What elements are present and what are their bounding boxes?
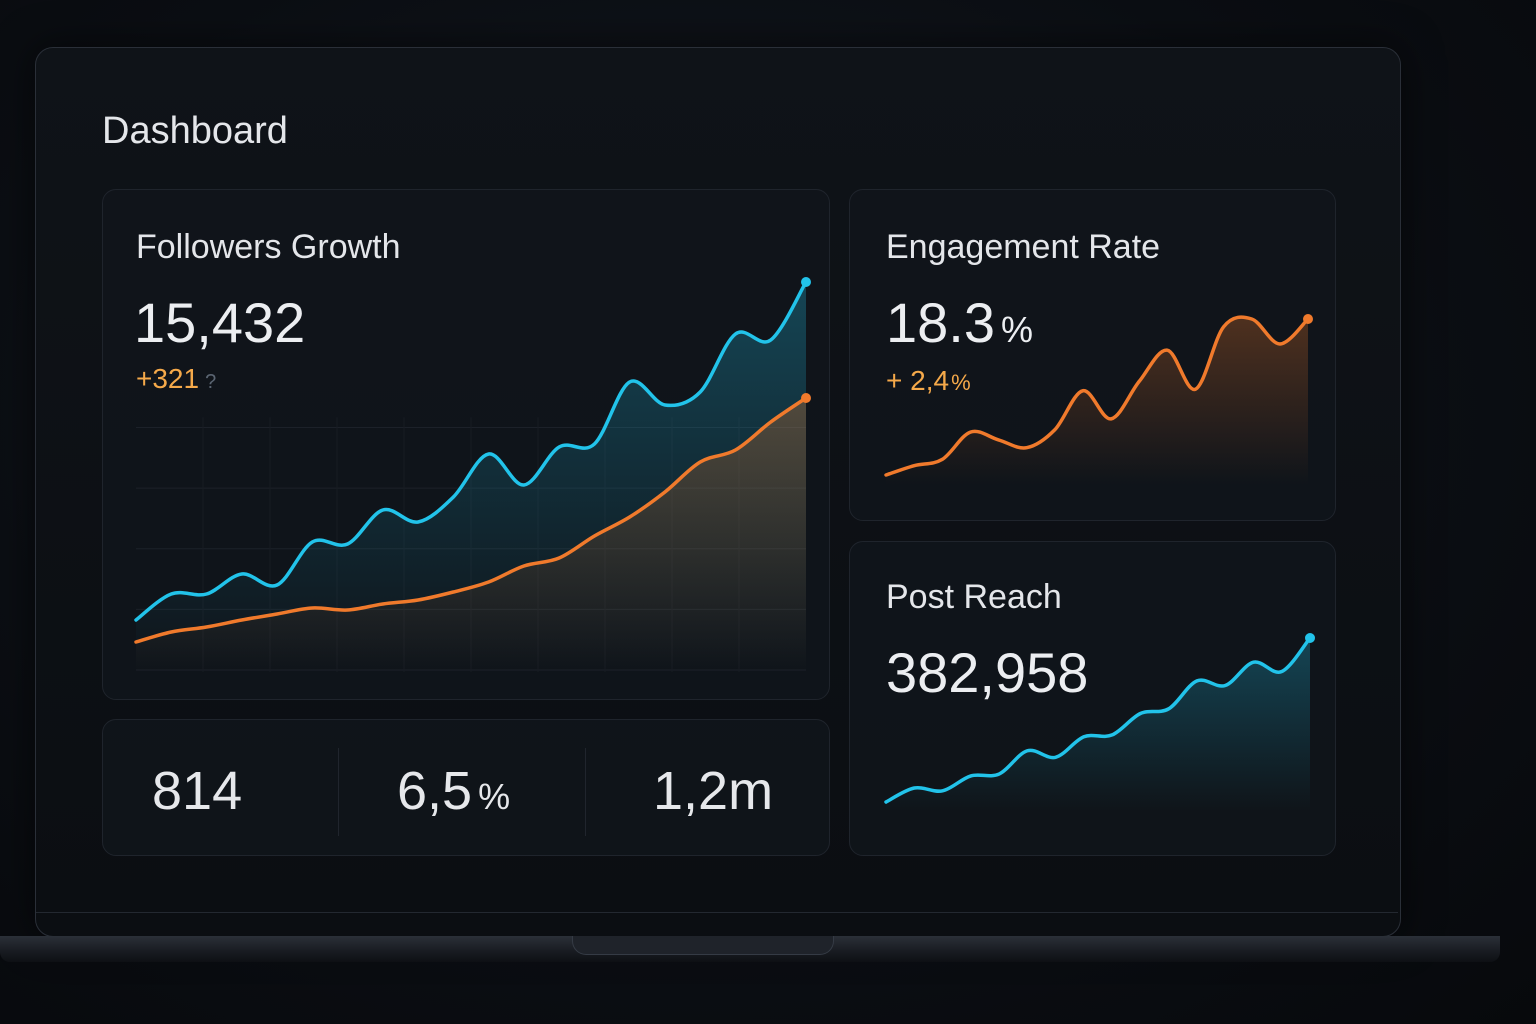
series-area — [136, 398, 806, 672]
series-line — [134, 396, 808, 644]
stat-2-value: 6,5 — [397, 761, 473, 821]
followers-value: 15,432 — [134, 291, 306, 354]
stat-divider — [338, 748, 339, 836]
engagement-delta: + 2,4% — [886, 365, 971, 397]
stat-2-unit: % — [478, 776, 511, 817]
post-reach-chart — [884, 633, 1315, 812]
series-line — [884, 315, 1310, 477]
series-area — [886, 638, 1310, 812]
stat-divider — [585, 748, 586, 836]
screen-bezel — [36, 912, 1398, 913]
followers-growth-chart — [134, 277, 811, 672]
engagement-delta-value: + 2,4 — [886, 365, 950, 396]
stat-3-value: 1,2m — [653, 761, 774, 821]
series-end-point — [1303, 314, 1313, 324]
followers-delta: +321? — [136, 363, 216, 395]
followers-growth-title: Followers Growth — [136, 228, 401, 266]
stat-1-value: 814 — [152, 761, 243, 821]
series-end-point — [801, 277, 811, 287]
stats-card — [102, 719, 830, 856]
stat-3: 1,2m — [653, 760, 773, 822]
followers-delta-value: +321 — [136, 363, 200, 394]
engagement-value: 18.3% — [886, 290, 1033, 355]
series-line — [884, 636, 1312, 804]
engagement-unit: % — [1001, 309, 1034, 350]
stat-1: 814 — [152, 760, 242, 822]
post-reach-title: Post Reach — [886, 578, 1062, 616]
engagement-value-number: 18.3 — [886, 291, 995, 354]
series-area — [886, 317, 1308, 485]
post-reach-value: 382,958 — [886, 641, 1089, 704]
engagement-rate-chart — [884, 314, 1313, 485]
series-end-point — [801, 393, 811, 403]
series-end-point — [1305, 633, 1315, 643]
page-title: Dashboard — [102, 110, 288, 152]
stat-2: 6,5% — [397, 760, 510, 822]
engagement-delta-unit: % — [951, 370, 971, 395]
engagement-rate-title: Engagement Rate — [886, 228, 1161, 266]
laptop-notch — [572, 936, 834, 955]
series-line — [134, 280, 808, 622]
help-icon[interactable]: ? — [205, 371, 217, 393]
